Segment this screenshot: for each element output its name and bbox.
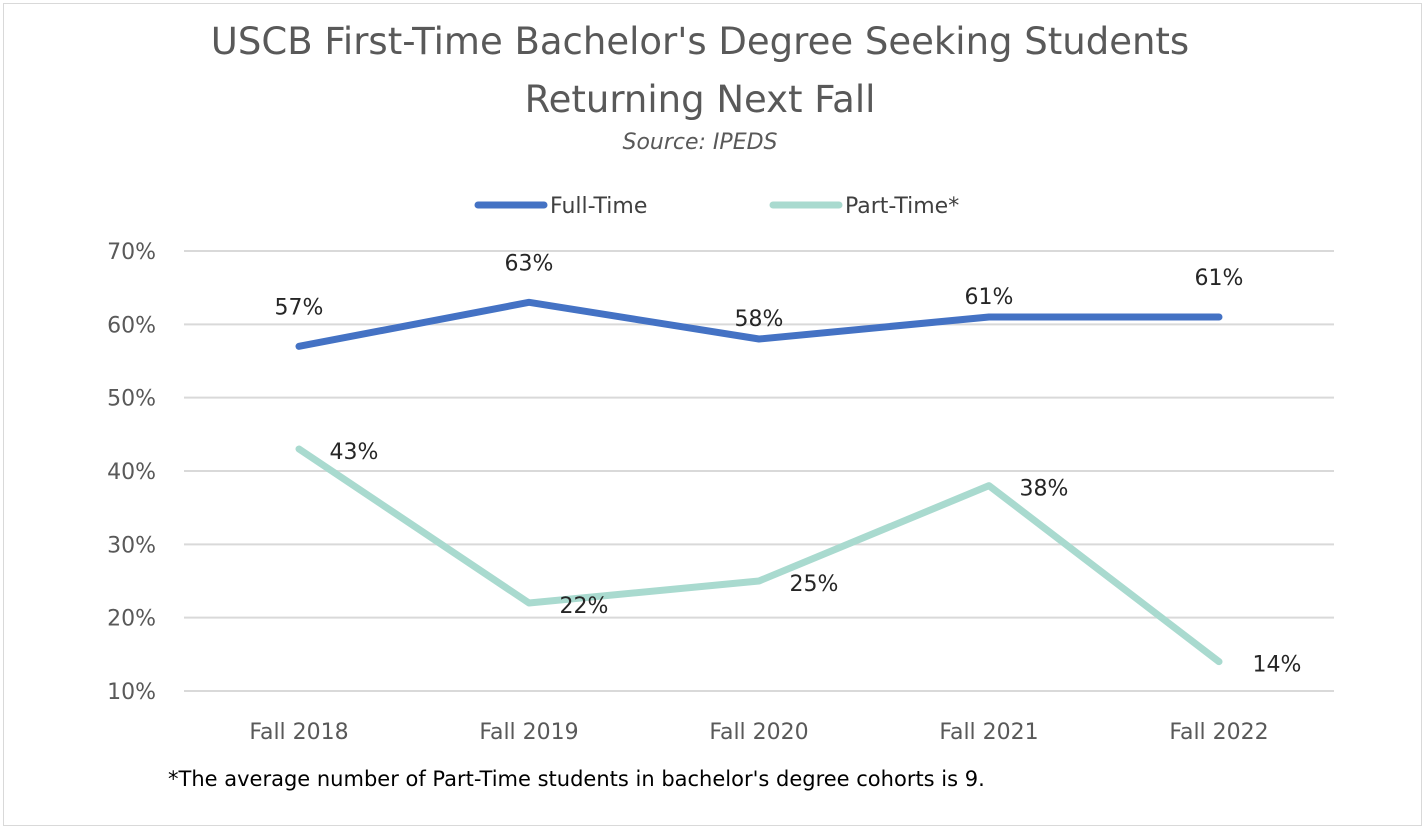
legend-label: Full-Time — [550, 194, 647, 219]
x-tick-label: Fall 2018 — [249, 720, 348, 745]
y-tick-label: 40% — [107, 460, 156, 485]
series-line-full-time — [295, 298, 1223, 350]
data-label: 58% — [735, 307, 784, 332]
data-label: 57% — [275, 295, 324, 320]
chart-footnote: *The average number of Part-Time student… — [168, 767, 985, 791]
chart-frame — [3, 3, 1422, 826]
y-tick-label: 60% — [107, 313, 156, 338]
y-tick-label: 50% — [107, 387, 156, 412]
x-tick-label: Fall 2022 — [1169, 720, 1268, 745]
chart-subtitle: Source: IPEDS — [622, 130, 778, 155]
data-label: 38% — [1020, 477, 1069, 502]
series-line-part-time — [295, 445, 1223, 666]
y-tick-label: 20% — [107, 607, 156, 632]
x-tick-label: Fall 2020 — [709, 720, 808, 745]
legend-label: Part-Time* — [845, 194, 959, 219]
chart-title-line2: Returning Next Fall — [524, 78, 876, 121]
x-tick-label: Fall 2021 — [939, 720, 1038, 745]
chart-title-line1: USCB First-Time Bachelor's Degree Seekin… — [210, 20, 1190, 63]
x-tick-label: Fall 2019 — [479, 720, 578, 745]
data-label: 43% — [330, 440, 379, 465]
data-label: 22% — [560, 594, 609, 619]
data-label: 61% — [965, 285, 1014, 310]
data-label: 63% — [505, 251, 554, 276]
y-tick-label: 70% — [107, 240, 156, 265]
data-label: 61% — [1195, 266, 1244, 291]
data-label: 14% — [1253, 653, 1302, 678]
y-tick-label: 10% — [107, 680, 156, 705]
data-label: 25% — [790, 572, 839, 597]
y-tick-label: 30% — [107, 533, 156, 558]
